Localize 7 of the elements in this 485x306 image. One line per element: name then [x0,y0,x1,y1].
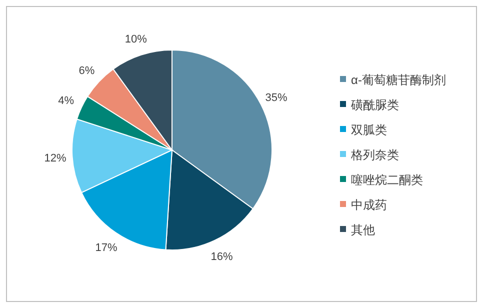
legend-label: 噻唑烷二酮类 [351,173,423,187]
legend-label: 其他 [351,223,375,237]
legend-label: 中成药 [351,198,387,212]
legend-label: 磺酰脲类 [350,98,399,112]
legend-label: 双胍类 [351,123,387,137]
legend-label: α-葡萄糖苷酶制剂 [351,73,446,87]
legend-label: 格列奈类 [350,148,399,162]
